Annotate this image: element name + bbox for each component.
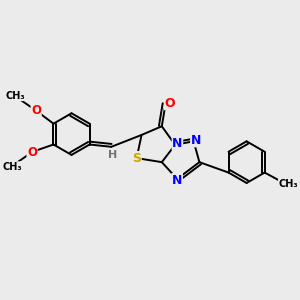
Text: CH₃: CH₃: [2, 162, 22, 172]
Text: S: S: [132, 152, 141, 165]
Text: H: H: [108, 150, 117, 160]
Text: CH₃: CH₃: [278, 178, 298, 189]
Text: O: O: [165, 97, 175, 110]
Text: N: N: [172, 174, 182, 187]
Text: N: N: [191, 134, 201, 147]
Text: O: O: [31, 104, 41, 117]
Text: CH₃: CH₃: [5, 91, 25, 100]
Text: N: N: [172, 137, 183, 150]
Text: O: O: [27, 146, 37, 159]
